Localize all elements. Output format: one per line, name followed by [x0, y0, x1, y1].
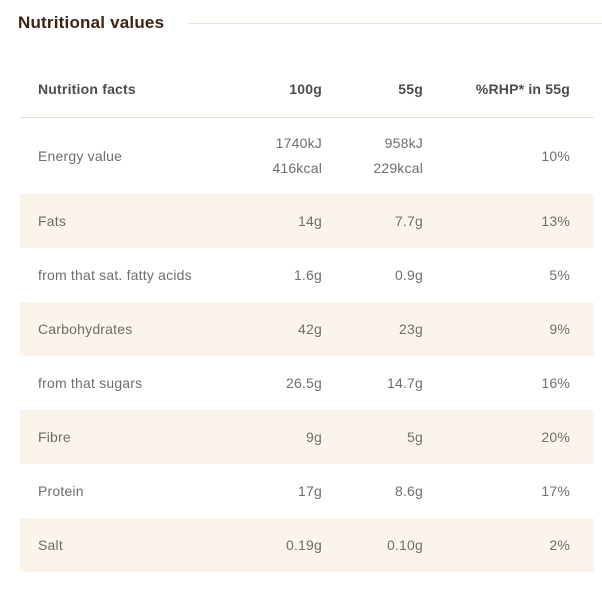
value-per-100g: 9g	[306, 429, 322, 445]
nutrition-table: Nutrition facts 100g 55g %RHP* in 55g En…	[20, 61, 594, 572]
value-per-100g: 1.6g	[293, 267, 322, 283]
table-row-salt: Salt 0.19g 0.10g 2%	[20, 518, 594, 572]
value-per-55g: 14.7g	[386, 375, 423, 391]
value-kj: 958kJ	[384, 135, 423, 151]
value-per-55g: 958kJ 229kcal	[322, 131, 423, 181]
table-row-protein: Protein 17g 8.6g 17%	[20, 464, 594, 518]
column-header-nutrition-facts: Nutrition facts	[38, 81, 136, 97]
value-rhp: 10%	[541, 148, 570, 164]
value-kcal: 416kcal	[272, 160, 322, 176]
table-header-row: Nutrition facts 100g 55g %RHP* in 55g	[20, 61, 594, 118]
value-rhp: 13%	[541, 213, 570, 229]
row-label: from that sat. fatty acids	[38, 267, 192, 283]
value-kcal: 229kcal	[373, 160, 423, 176]
value-per-55g: 0.10g	[386, 537, 423, 553]
row-label: Fats	[38, 213, 67, 229]
nutritional-values-section: Nutritional values Nutrition facts 100g …	[18, 11, 602, 572]
row-label: Protein	[38, 483, 84, 499]
value-per-100g: 26.5g	[285, 375, 322, 391]
value-rhp: 5%	[549, 267, 570, 283]
table-row-sugars: from that sugars 26.5g 14.7g 16%	[20, 356, 594, 410]
table-row-fats: Fats 14g 7.7g 13%	[20, 194, 594, 248]
value-per-100g: 0.19g	[285, 537, 322, 553]
table-row-energy-value: Energy value 1740kJ 416kcal 958kJ 229kca…	[20, 118, 594, 194]
row-label: Carbohydrates	[38, 321, 133, 337]
value-rhp: 17%	[541, 483, 570, 499]
section-title-row: Nutritional values	[18, 11, 602, 35]
column-header-rhp: %RHP* in 55g	[475, 81, 570, 97]
row-label: Energy value	[38, 148, 123, 164]
table-row-sat-fatty-acids: from that sat. fatty acids 1.6g 0.9g 5%	[20, 248, 594, 302]
row-label: Salt	[38, 537, 63, 553]
column-header-100g: 100g	[289, 81, 322, 97]
value-rhp: 9%	[549, 321, 570, 337]
value-per-100g: 14g	[298, 213, 322, 229]
page-title: Nutritional values	[18, 13, 165, 32]
value-rhp: 20%	[541, 429, 570, 445]
value-per-55g: 5g	[407, 429, 423, 445]
value-per-100g: 42g	[298, 321, 322, 337]
value-per-55g: 23g	[399, 321, 423, 337]
row-label: Fibre	[38, 429, 71, 445]
value-per-55g: 0.9g	[394, 267, 423, 283]
value-kj: 1740kJ	[275, 135, 322, 151]
title-divider	[189, 22, 602, 24]
table-row-carbohydrates: Carbohydrates 42g 23g 9%	[20, 302, 594, 356]
value-per-55g: 8.6g	[394, 483, 423, 499]
value-per-100g: 1740kJ 416kcal	[202, 131, 322, 181]
value-rhp: 2%	[549, 537, 570, 553]
table-row-fibre: Fibre 9g 5g 20%	[20, 410, 594, 464]
value-rhp: 16%	[541, 375, 570, 391]
value-per-55g: 7.7g	[394, 213, 423, 229]
column-header-55g: 55g	[398, 81, 423, 97]
value-per-100g: 17g	[298, 483, 322, 499]
row-label: from that sugars	[38, 375, 143, 391]
